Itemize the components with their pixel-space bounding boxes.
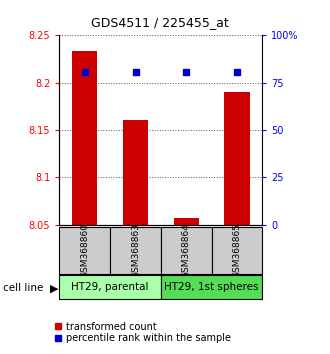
Text: GSM368863: GSM368863: [131, 223, 140, 278]
Text: cell line: cell line: [3, 283, 44, 293]
Text: GDS4511 / 225455_at: GDS4511 / 225455_at: [91, 17, 229, 29]
Text: GSM368864: GSM368864: [182, 223, 191, 278]
Text: HT29, parental: HT29, parental: [71, 282, 149, 292]
Bar: [212, 227, 262, 274]
Bar: [161, 275, 262, 299]
Bar: [59, 275, 161, 299]
Legend: transformed count, percentile rank within the sample: transformed count, percentile rank withi…: [51, 318, 235, 347]
Text: ▶: ▶: [50, 283, 58, 293]
Bar: [224, 92, 250, 225]
Text: HT29, 1st spheres: HT29, 1st spheres: [164, 282, 259, 292]
Bar: [59, 227, 110, 274]
Bar: [72, 51, 97, 225]
Text: GSM368865: GSM368865: [232, 223, 242, 278]
Bar: [110, 227, 161, 274]
Text: GSM368860: GSM368860: [80, 223, 89, 278]
Bar: [174, 218, 199, 225]
Bar: [161, 227, 212, 274]
Bar: [123, 120, 148, 225]
